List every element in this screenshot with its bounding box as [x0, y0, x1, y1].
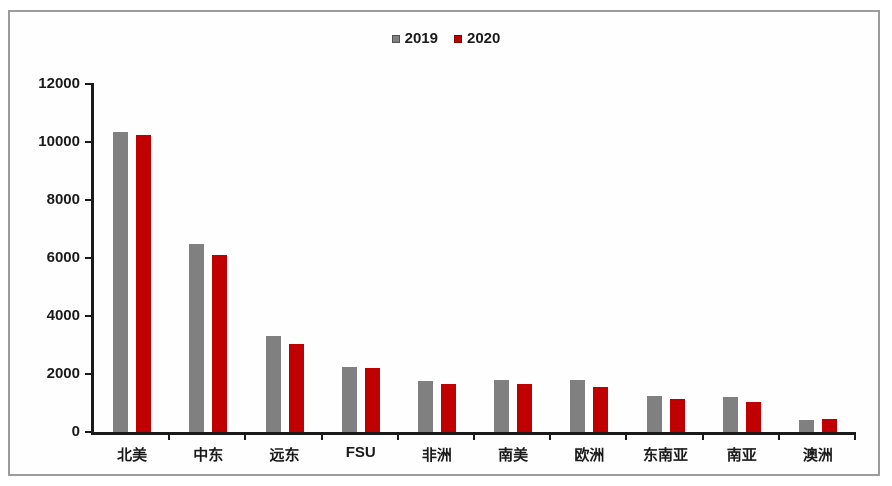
- bar-2020-远东: [288, 343, 304, 432]
- x-axis-label-欧洲: 欧洲: [574, 447, 605, 464]
- x-axis-label-FSU: FSU: [345, 444, 376, 461]
- x-axis-tick: [549, 435, 552, 440]
- bar-2019-南美: [494, 379, 510, 432]
- x-axis-label-北美: 北美: [117, 447, 148, 464]
- y-axis-tick-label: 4000: [46, 307, 80, 324]
- bar-2020-FSU: [364, 368, 380, 432]
- bar-2020-北美: [136, 134, 152, 432]
- bar-2019-远东: [265, 336, 281, 432]
- x-axis-tick: [777, 435, 780, 440]
- bar-group-澳洲: [780, 84, 856, 432]
- y-axis-line: [91, 83, 94, 435]
- bars-area: [94, 84, 856, 432]
- bar-2019-欧洲: [570, 379, 586, 432]
- bar-2020-澳洲: [821, 418, 837, 432]
- x-axis-tick: [625, 435, 628, 440]
- x-axis-label-澳洲: 澳洲: [802, 447, 833, 464]
- legend-swatch-icon: [454, 34, 462, 43]
- x-axis-line: [91, 432, 856, 435]
- bar-2020-南美: [517, 384, 533, 432]
- x-axis-tick: [396, 435, 399, 440]
- x-axis-tick: [701, 435, 704, 440]
- x-axis-tick: [473, 435, 475, 440]
- legend-item-2019: 2019: [391, 30, 438, 47]
- bar-group-欧洲: [551, 84, 627, 432]
- bar-group-FSU: [323, 84, 399, 432]
- y-axis-tick: [85, 315, 91, 317]
- bar-2019-北美: [113, 131, 129, 432]
- x-axis-labels: 北美 中东 远东 FSU 非洲 南美 欧洲 东南亚 南亚 澳洲: [94, 444, 856, 465]
- bar-2019-非洲: [417, 381, 433, 432]
- y-axis-tick-label: 10000: [38, 133, 80, 150]
- bar-2019-东南亚: [646, 395, 662, 432]
- bar-2019-南亚: [722, 397, 738, 432]
- y-axis-tick-label: 0: [71, 423, 80, 440]
- plot-area: 0 2000 4000 6000 8000 10000 12000 北美 中东 远东 FSU 非洲 南…: [38, 75, 856, 464]
- bar-group-非洲: [399, 84, 475, 432]
- bar-group-南亚: [704, 84, 780, 432]
- y-axis-tick: [85, 431, 91, 433]
- y-axis-tick: [85, 83, 91, 85]
- x-axis-tick: [168, 435, 171, 440]
- bar-group-东南亚: [627, 84, 703, 432]
- bar-2020-非洲: [440, 384, 456, 432]
- bar-2019-FSU: [341, 366, 357, 432]
- bar-group-远东: [246, 84, 322, 432]
- legend-label: 2019: [404, 30, 438, 47]
- bar-2020-欧洲: [593, 387, 609, 432]
- bar-group-中东: [170, 84, 246, 432]
- bar-group-南美: [475, 84, 551, 432]
- x-axis-tick: [854, 435, 856, 440]
- legend-label: 2020: [467, 30, 501, 47]
- y-axis-tick: [85, 141, 91, 143]
- y-axis-tick: [85, 199, 91, 201]
- x-axis-label-东南亚: 东南亚: [643, 447, 689, 464]
- bar-2019-中东: [189, 243, 205, 432]
- legend-item-2020: 2020: [454, 30, 500, 47]
- y-axis-tick: [85, 373, 91, 375]
- bar-2020-中东: [212, 255, 228, 432]
- x-axis-label-非洲: 非洲: [421, 447, 452, 464]
- y-axis-tick-label: 2000: [46, 365, 80, 382]
- y-axis-tick: [85, 257, 91, 259]
- bar-2020-东南亚: [669, 398, 685, 432]
- bar-group-北美: [94, 84, 170, 432]
- x-axis-label-南亚: 南亚: [726, 447, 757, 464]
- bar-2019-澳洲: [798, 419, 814, 432]
- x-axis-label-远东: 远东: [269, 447, 300, 464]
- x-axis-label-中东: 中东: [193, 447, 224, 464]
- x-axis-tick: [320, 435, 323, 440]
- x-axis-tick: [244, 435, 247, 440]
- bar-2020-南亚: [745, 401, 761, 432]
- y-axis-tick-label: 12000: [38, 75, 80, 92]
- x-axis-label-南美: 南美: [498, 447, 529, 464]
- y-axis-tick-label: 6000: [46, 249, 80, 266]
- legend: 2019 2020: [0, 30, 892, 47]
- y-axis-tick-label: 8000: [46, 191, 80, 208]
- legend-swatch-icon: [391, 34, 400, 43]
